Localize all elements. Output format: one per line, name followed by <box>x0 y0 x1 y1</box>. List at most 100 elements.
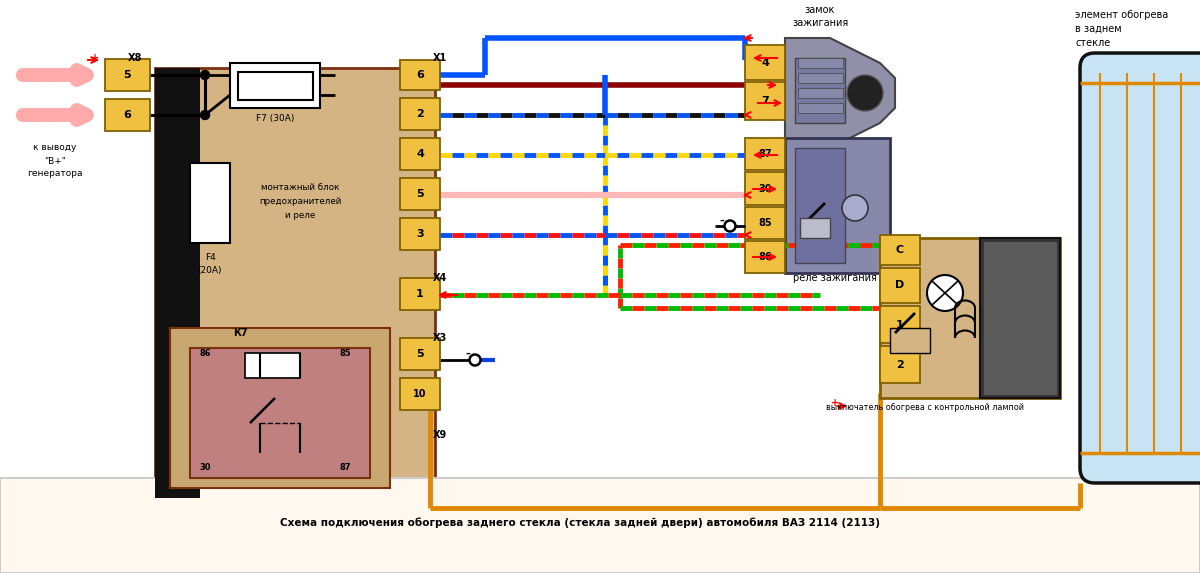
Bar <box>170 328 390 488</box>
Bar <box>890 328 930 353</box>
Text: 6: 6 <box>416 70 424 80</box>
Bar <box>745 241 785 273</box>
Text: в заднем: в заднем <box>1075 24 1122 34</box>
Bar <box>880 306 920 343</box>
Bar <box>238 72 313 100</box>
Text: выключатель обогрева с контрольной лампой: выключатель обогрева с контрольной лампо… <box>826 403 1024 413</box>
Text: 30: 30 <box>199 464 211 473</box>
FancyBboxPatch shape <box>1080 53 1200 483</box>
Text: D: D <box>895 281 905 291</box>
Bar <box>155 68 436 498</box>
Text: –: – <box>720 216 725 226</box>
Bar <box>400 338 440 370</box>
Text: "В+": "В+" <box>44 156 66 166</box>
Bar <box>983 241 1057 395</box>
Text: предохранителей: предохранителей <box>259 198 341 206</box>
Bar <box>798 88 842 98</box>
Text: X1: X1 <box>433 53 448 63</box>
Text: 86: 86 <box>199 348 211 358</box>
Bar <box>400 98 440 130</box>
Text: и реле: и реле <box>284 211 316 221</box>
Text: 2: 2 <box>416 109 424 119</box>
Text: 6: 6 <box>124 110 132 120</box>
Bar <box>106 99 150 131</box>
Bar <box>155 68 200 498</box>
Text: 10: 10 <box>413 389 427 399</box>
Text: 85: 85 <box>340 348 350 358</box>
Circle shape <box>847 75 883 111</box>
Bar <box>745 138 785 170</box>
Bar <box>745 45 785 80</box>
Bar <box>745 82 785 120</box>
Text: 86: 86 <box>758 252 772 262</box>
Bar <box>880 268 920 303</box>
Text: 85: 85 <box>758 218 772 228</box>
Text: Схема подключения обогрева заднего стекла (стекла задней двери) автомобиля ВАЗ 2: Схема подключения обогрева заднего стекл… <box>280 518 880 528</box>
Bar <box>0 478 1200 573</box>
Bar <box>880 238 1060 398</box>
Text: (20А): (20А) <box>198 266 222 276</box>
Text: 87: 87 <box>340 464 350 473</box>
Text: 3: 3 <box>416 229 424 239</box>
Text: стекле: стекле <box>1075 38 1110 48</box>
Text: к выводу: к выводу <box>34 143 77 152</box>
Bar <box>400 378 440 410</box>
Text: –: – <box>466 349 470 359</box>
Text: X8: X8 <box>128 53 142 63</box>
Text: зажигания: зажигания <box>792 18 848 28</box>
Bar <box>980 238 1060 398</box>
Bar <box>745 172 785 205</box>
Bar <box>796 58 845 123</box>
Bar <box>785 138 890 273</box>
Text: 2: 2 <box>896 359 904 370</box>
Text: +: + <box>830 398 839 408</box>
Text: К7: К7 <box>233 328 247 338</box>
Bar <box>400 218 440 250</box>
Circle shape <box>725 221 736 231</box>
Text: 30: 30 <box>758 183 772 194</box>
Text: 4: 4 <box>416 149 424 159</box>
Text: 5: 5 <box>124 70 131 80</box>
Text: 4: 4 <box>761 57 769 68</box>
Text: элемент обогрева: элемент обогрева <box>1075 10 1169 20</box>
Bar <box>745 207 785 239</box>
Circle shape <box>200 70 210 80</box>
Text: +: + <box>91 53 100 63</box>
Text: 1: 1 <box>416 289 424 299</box>
Bar <box>798 73 842 83</box>
Circle shape <box>928 275 964 311</box>
Circle shape <box>200 111 210 120</box>
Bar <box>190 348 370 478</box>
Bar <box>880 346 920 383</box>
Text: 5: 5 <box>416 349 424 359</box>
Bar <box>230 63 320 108</box>
Text: 87: 87 <box>758 149 772 159</box>
Bar <box>400 178 440 210</box>
Bar <box>798 103 842 113</box>
Bar <box>800 218 830 238</box>
Text: монтажный блок: монтажный блок <box>260 183 340 193</box>
Text: X4: X4 <box>433 273 448 283</box>
Polygon shape <box>785 38 895 148</box>
Text: 7: 7 <box>761 96 769 106</box>
Bar <box>245 353 300 378</box>
Text: X9: X9 <box>433 430 448 440</box>
Text: F7 (30А): F7 (30А) <box>256 113 294 123</box>
Bar <box>796 148 845 263</box>
Text: C: C <box>896 245 904 255</box>
Bar <box>798 58 842 68</box>
Circle shape <box>469 355 480 366</box>
Text: генератора: генератора <box>28 170 83 179</box>
Text: 1: 1 <box>896 320 904 329</box>
Bar <box>190 163 230 243</box>
Bar <box>400 60 440 90</box>
Text: 5: 5 <box>416 189 424 199</box>
Bar <box>400 278 440 310</box>
Text: замок: замок <box>805 5 835 15</box>
Text: X3: X3 <box>433 333 448 343</box>
Bar <box>880 235 920 265</box>
Bar <box>106 59 150 91</box>
Bar <box>400 138 440 170</box>
Text: F4: F4 <box>205 253 215 262</box>
Text: реле зажигания: реле зажигания <box>793 273 877 283</box>
